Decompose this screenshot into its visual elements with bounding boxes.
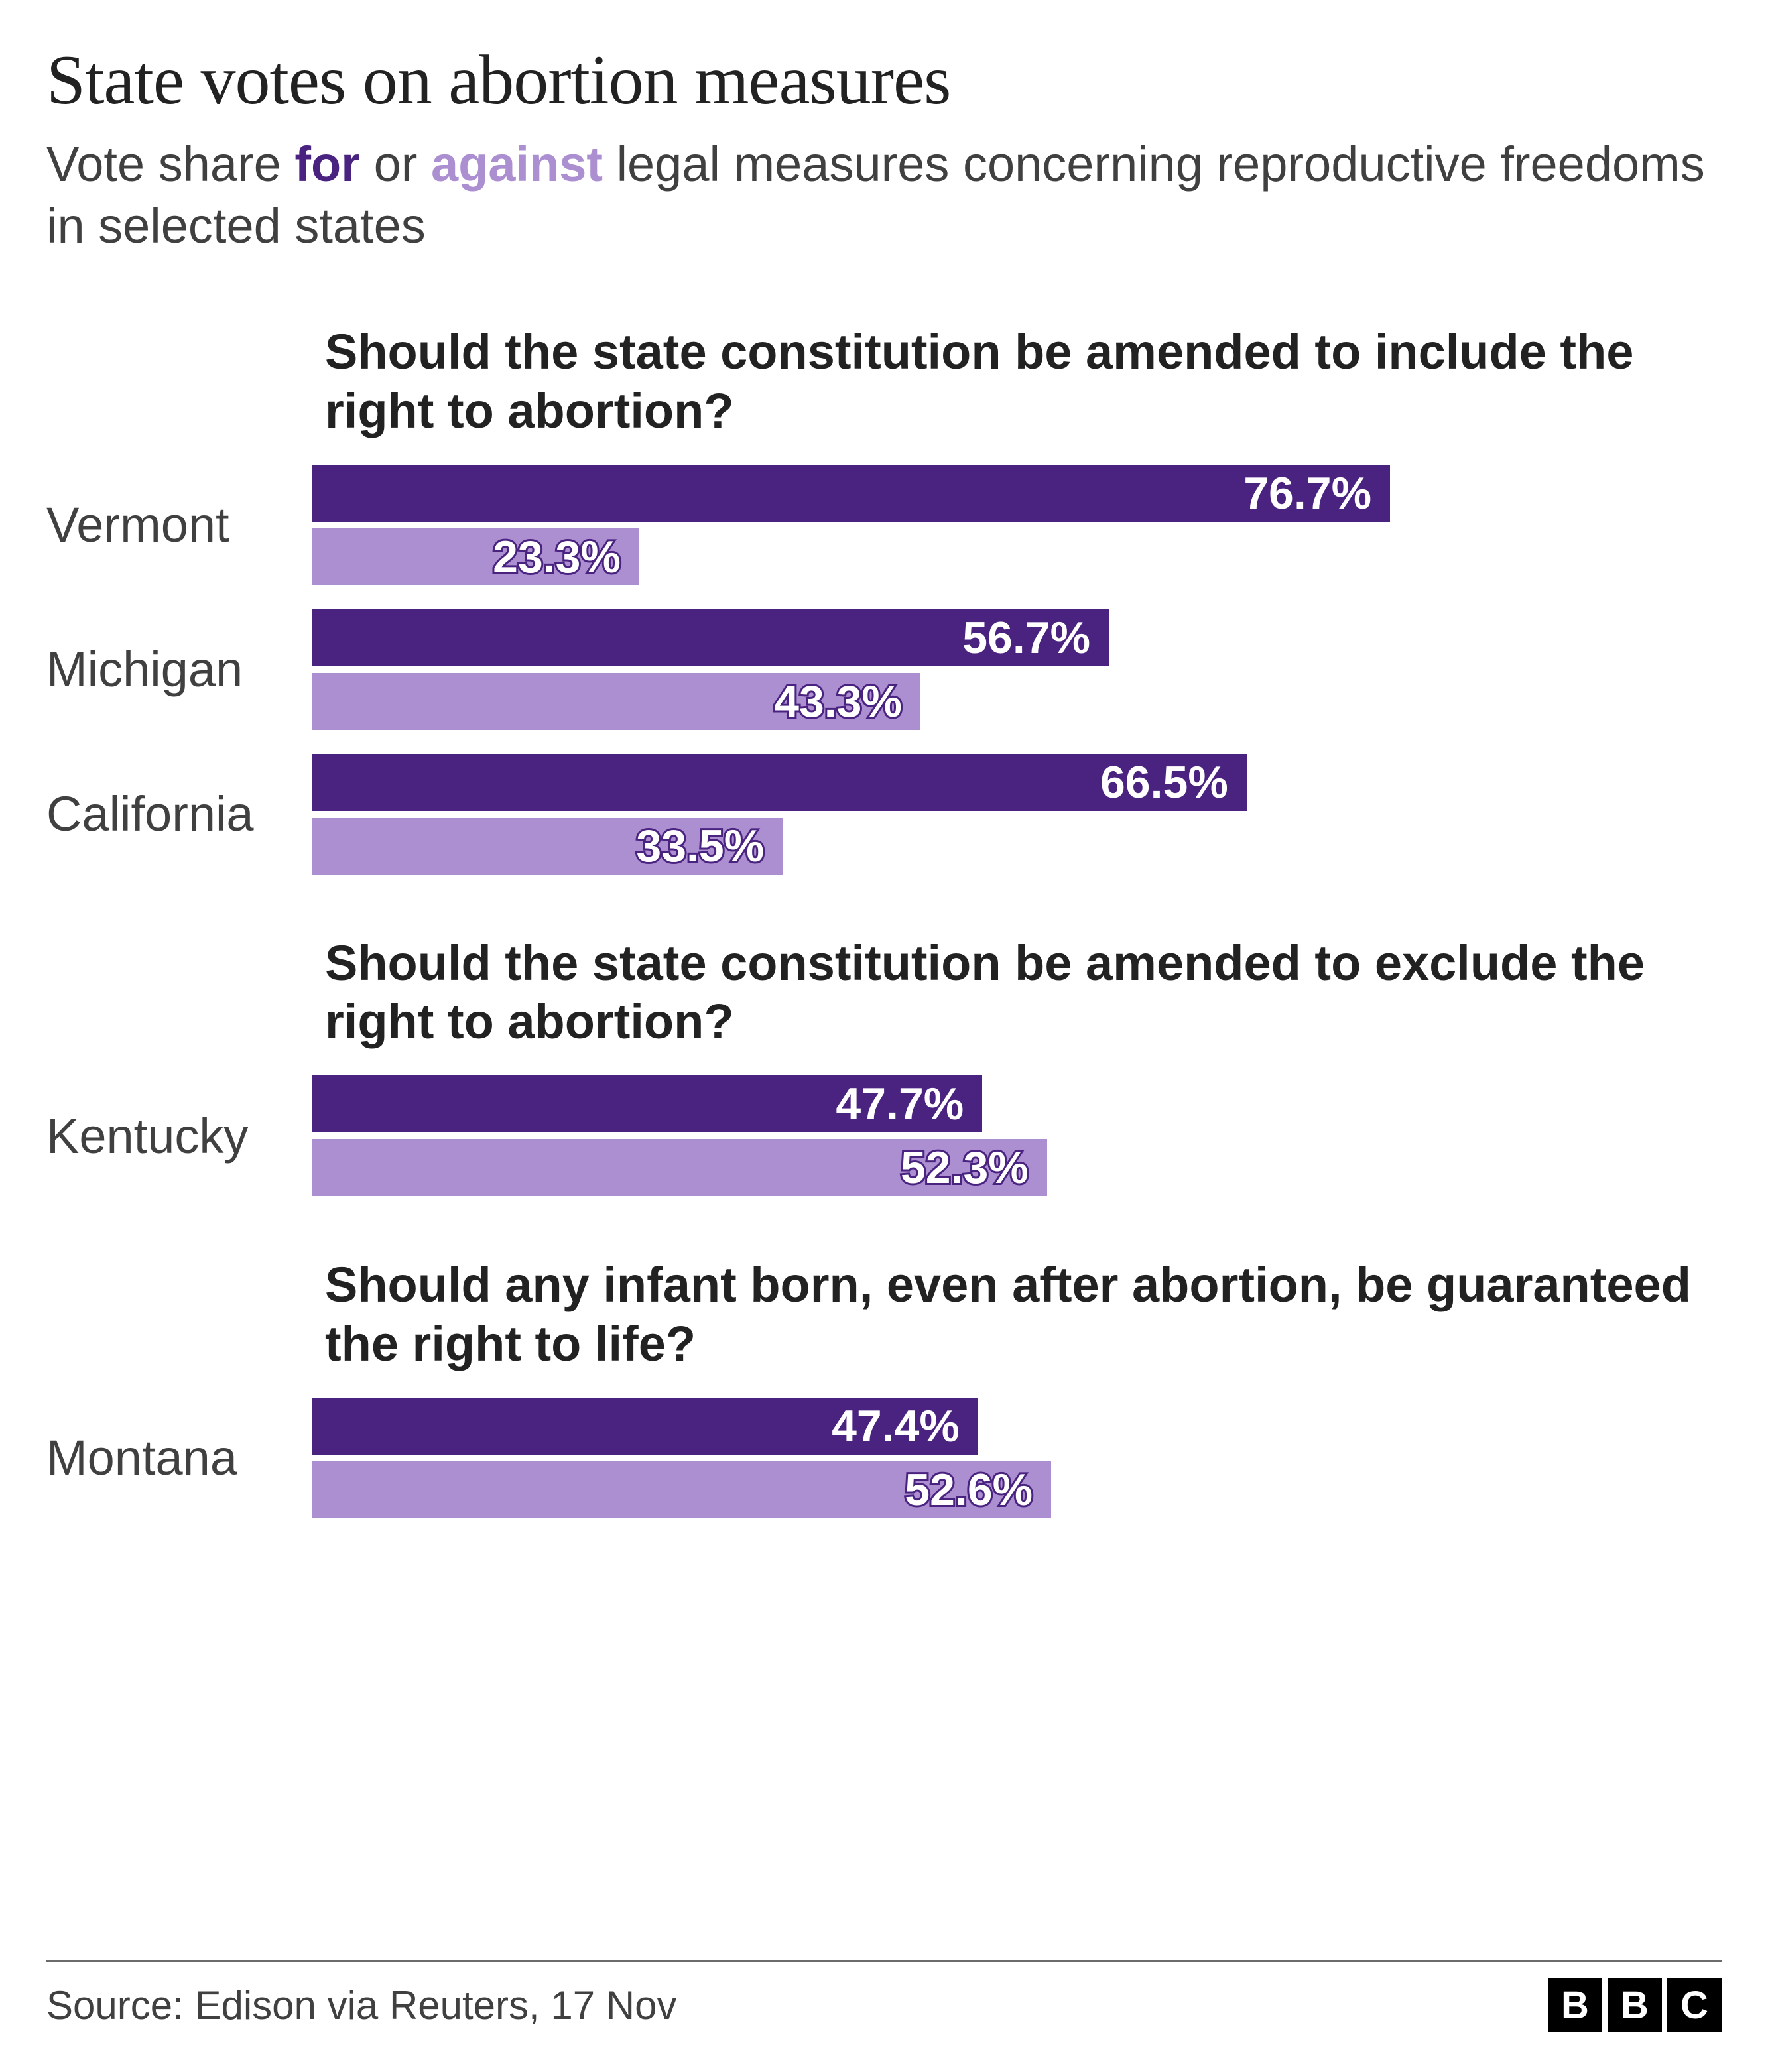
state-label: Michigan	[46, 641, 312, 698]
chart-subtitle: Vote share for or against legal measures…	[46, 134, 1722, 257]
state-label: Vermont	[46, 497, 312, 553]
bar-group: 66.5% 33.5%	[312, 754, 1722, 875]
state-label: Kentucky	[46, 1108, 312, 1164]
bar-for-label: 47.4%	[832, 1400, 960, 1452]
subtitle-against: against	[431, 137, 603, 192]
subtitle-mid: or	[360, 137, 431, 192]
bar-against-label: 33.5%	[636, 820, 764, 872]
bar-group: 56.7% 43.3%	[312, 609, 1722, 730]
subtitle-pre: Vote share	[46, 137, 294, 192]
bar-against: 23.3%	[312, 528, 639, 585]
state-label: California	[46, 786, 312, 842]
section-question: Should the state constitution be amended…	[325, 934, 1722, 1052]
chart-section: Should the state constitution be amended…	[46, 934, 1722, 1197]
state-row: Michigan 56.7% 43.3%	[46, 609, 1722, 730]
bar-against-label: 52.6%	[905, 1464, 1033, 1516]
bar-against-label: 43.3%	[774, 676, 902, 727]
bar-group: 76.7% 23.3%	[312, 465, 1722, 585]
state-row: California 66.5% 33.5%	[46, 754, 1722, 875]
bar-group: 47.4% 52.6%	[312, 1398, 1722, 1518]
bar-for-label: 47.7%	[836, 1078, 964, 1130]
bar-for-label: 76.7%	[1243, 467, 1371, 519]
bar-for-label: 66.5%	[1100, 757, 1228, 808]
bbc-logo: B B C	[1548, 1978, 1722, 2032]
bar-for: 47.4%	[312, 1398, 978, 1455]
section-question: Should the state constitution be amended…	[325, 323, 1722, 441]
bar-against-label: 23.3%	[493, 531, 621, 583]
chart-footer: Source: Edison via Reuters, 17 Nov B B C	[46, 1960, 1722, 2032]
logo-block: B	[1608, 1978, 1662, 2032]
bar-group: 47.7% 52.3%	[312, 1075, 1722, 1196]
chart-section: Should the state constitution be amended…	[46, 323, 1722, 875]
bar-against: 52.6%	[312, 1461, 1051, 1518]
bar-for: 56.7%	[312, 609, 1109, 666]
chart-section: Should any infant born, even after abort…	[46, 1256, 1722, 1518]
bar-against: 52.3%	[312, 1139, 1047, 1196]
state-label: Montana	[46, 1430, 312, 1486]
state-row: Vermont 76.7% 23.3%	[46, 465, 1722, 585]
chart-title: State votes on abortion measures	[46, 40, 1722, 121]
chart-body: Should the state constitution be amended…	[46, 323, 1722, 1518]
state-row: Montana 47.4% 52.6%	[46, 1398, 1722, 1518]
bar-against: 43.3%	[312, 673, 920, 730]
logo-block: C	[1667, 1978, 1722, 2032]
bar-against-label: 52.3%	[901, 1142, 1029, 1193]
bar-against: 33.5%	[312, 818, 783, 875]
subtitle-for: for	[294, 137, 360, 192]
bar-for: 47.7%	[312, 1075, 982, 1132]
source-text: Source: Edison via Reuters, 17 Nov	[46, 1982, 676, 2028]
state-row: Kentucky 47.7% 52.3%	[46, 1075, 1722, 1196]
logo-block: B	[1548, 1978, 1602, 2032]
bar-for: 66.5%	[312, 754, 1247, 811]
section-question: Should any infant born, even after abort…	[325, 1256, 1722, 1374]
bar-for-label: 56.7%	[962, 612, 1090, 664]
bar-for: 76.7%	[312, 465, 1390, 522]
